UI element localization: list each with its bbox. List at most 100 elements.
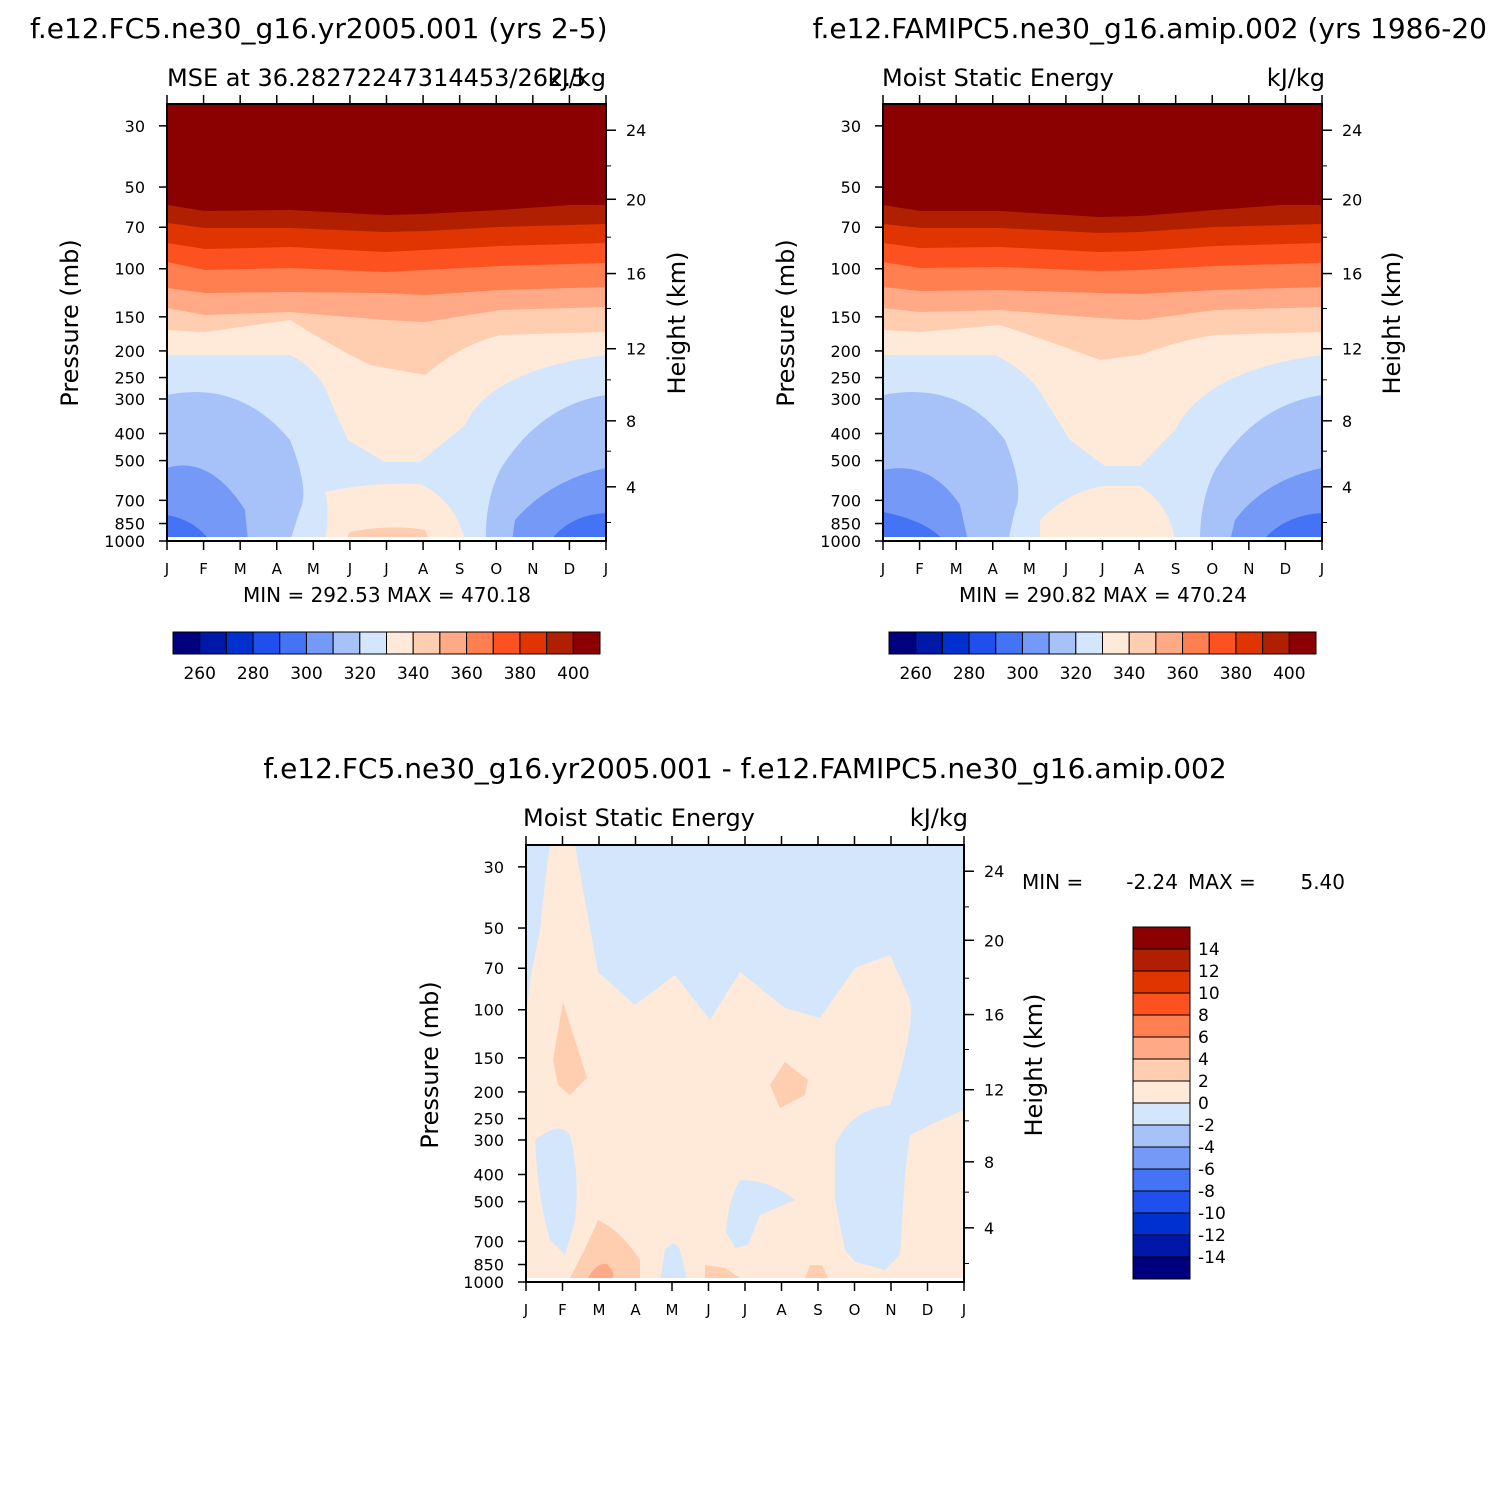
- height-tick-label: 4: [1342, 478, 1352, 497]
- colorbar-swatch: [1132, 1212, 1191, 1236]
- panel-difference-contour-region: [770, 1062, 808, 1108]
- panel-difference-contour-region: [526, 845, 550, 1020]
- pressure-tick-label: 150: [473, 1049, 504, 1068]
- colorbar-swatch: [332, 631, 361, 655]
- month-tick-label: J: [603, 560, 608, 578]
- pressure-tick-label: 850: [114, 515, 145, 534]
- pressure-tick-label: 150: [114, 308, 145, 327]
- colorbar-swatch: [386, 631, 414, 655]
- height-tick-label: 20: [626, 190, 646, 209]
- month-tick-label: A: [272, 560, 283, 578]
- pressure-tick-label: 250: [473, 1110, 504, 1129]
- panel-test: f.e12.FC5.ne30_g16.yr2005.001 (yrs 2-5) …: [30, 12, 691, 684]
- month-tick-label: D: [1280, 560, 1292, 578]
- panel-control-surface-gap: [883, 537, 1322, 541]
- month-tick-label: O: [1206, 560, 1218, 578]
- colorbar-label: 320: [344, 664, 376, 684]
- panel-control-contour-region: [883, 512, 945, 541]
- height-tick-label: 8: [1342, 412, 1352, 431]
- month-tick-label: M: [307, 560, 320, 578]
- panel-difference-suptitle: f.e12.FC5.ne30_g16.yr2005.001 - f.e12.FA…: [263, 752, 1226, 785]
- colorbar-label: 280: [953, 664, 985, 684]
- colorbar-swatch: [439, 631, 468, 655]
- colorbar-label: -14: [1198, 1248, 1226, 1268]
- month-tick-label: F: [558, 1301, 567, 1319]
- colorbar-swatch: [1128, 631, 1157, 655]
- colorbar-label: 260: [899, 664, 931, 684]
- pressure-tick-label: 250: [830, 369, 861, 388]
- month-tick-label: M: [666, 1301, 679, 1319]
- pressure-tick-label: 200: [830, 342, 861, 361]
- colorbar-label: -8: [1198, 1182, 1215, 1202]
- colorbar-label: 300: [1006, 664, 1038, 684]
- colorbar-swatch: [1132, 1102, 1191, 1126]
- month-tick-label: J: [1319, 560, 1324, 578]
- height-tick-label: 24: [626, 121, 646, 140]
- pressure-tick-label: 250: [114, 369, 145, 388]
- pressure-tick-label: 300: [114, 390, 145, 409]
- panel-control-colorbar: 260 280 300 320 340 360 380 400: [888, 631, 1317, 684]
- colorbar-label: 380: [504, 664, 536, 684]
- month-tick-label: A: [630, 1301, 641, 1319]
- panel-difference-contour-region: [575, 845, 964, 1270]
- month-tick-label: N: [885, 1301, 896, 1319]
- pressure-tick-label: 70: [841, 218, 861, 237]
- colorbar-label: -10: [1198, 1204, 1226, 1224]
- month-tick-label: A: [418, 560, 429, 578]
- panel-difference-max-value: 5.40: [1300, 870, 1345, 894]
- pressure-tick-label: 1000: [463, 1273, 504, 1292]
- pressure-tick-label: 300: [473, 1131, 504, 1150]
- pressure-tick-label: 200: [473, 1083, 504, 1102]
- panel-difference-min-label: MIN =: [1022, 870, 1083, 894]
- pressure-tick-label: 1000: [104, 532, 145, 551]
- colorbar-label: 260: [183, 664, 215, 684]
- pressure-tick-label: 400: [473, 1165, 504, 1184]
- pressure-tick-label: 1000: [820, 532, 861, 551]
- month-tick-label: J: [705, 1301, 710, 1319]
- colorbar-swatch: [1288, 631, 1317, 655]
- panel-test-suptitle: f.e12.FC5.ne30_g16.yr2005.001 (yrs 2-5): [30, 12, 608, 45]
- height-tick-label: 24: [984, 862, 1004, 881]
- month-tick-label: J: [347, 560, 352, 578]
- month-tick-label: J: [383, 560, 388, 578]
- colorbar-swatch: [1075, 631, 1103, 655]
- pressure-tick-label: 70: [125, 218, 145, 237]
- colorbar-swatch: [546, 631, 574, 655]
- colorbar-swatch: [1208, 631, 1237, 655]
- colorbar-label: 12: [1198, 962, 1220, 982]
- panel-difference-ylabel-right: Height (km): [1020, 994, 1048, 1137]
- colorbar-swatch: [1132, 1014, 1191, 1038]
- month-tick-label: D: [922, 1301, 934, 1319]
- pressure-tick-label: 50: [841, 178, 861, 197]
- height-tick-label: 20: [1342, 190, 1362, 209]
- colorbar-swatch: [199, 631, 227, 655]
- panel-control-contour-region: [883, 104, 1322, 217]
- pressure-tick-label: 30: [841, 117, 861, 136]
- colorbar-label: 8: [1198, 1006, 1209, 1026]
- height-tick-label: 12: [626, 340, 646, 359]
- panel-control-ylabel: Pressure (mb): [772, 239, 800, 406]
- colorbar-label: -2: [1198, 1116, 1215, 1136]
- pressure-tick-label: 30: [484, 858, 504, 877]
- height-tick-label: 16: [984, 1006, 1004, 1025]
- panel-test-contour-region: [325, 483, 465, 541]
- panel-difference-height-axis: 24 20 16 12 8 4: [964, 862, 1004, 1264]
- panel-difference-contour-region: [588, 1263, 614, 1278]
- month-tick-label: S: [1171, 560, 1181, 578]
- panel-difference-surface-gap: [526, 1278, 964, 1282]
- month-tick-label: M: [593, 1301, 606, 1319]
- pressure-tick-label: 300: [830, 390, 861, 409]
- colorbar-label: 0: [1198, 1094, 1209, 1114]
- month-tick-label: M: [1023, 560, 1036, 578]
- colorbar-label: 360: [1166, 664, 1198, 684]
- panel-test-ylabel: Pressure (mb): [56, 239, 84, 406]
- height-tick-label: 12: [984, 1081, 1004, 1100]
- panel-difference-min-value: -2.24: [1126, 870, 1178, 894]
- height-tick-label: 24: [1342, 121, 1362, 140]
- panel-test-contour-region: [167, 515, 210, 541]
- panel-control-height-axis: 24 20 16 12 8 4: [1322, 121, 1362, 523]
- pressure-tick-label: 700: [473, 1232, 504, 1251]
